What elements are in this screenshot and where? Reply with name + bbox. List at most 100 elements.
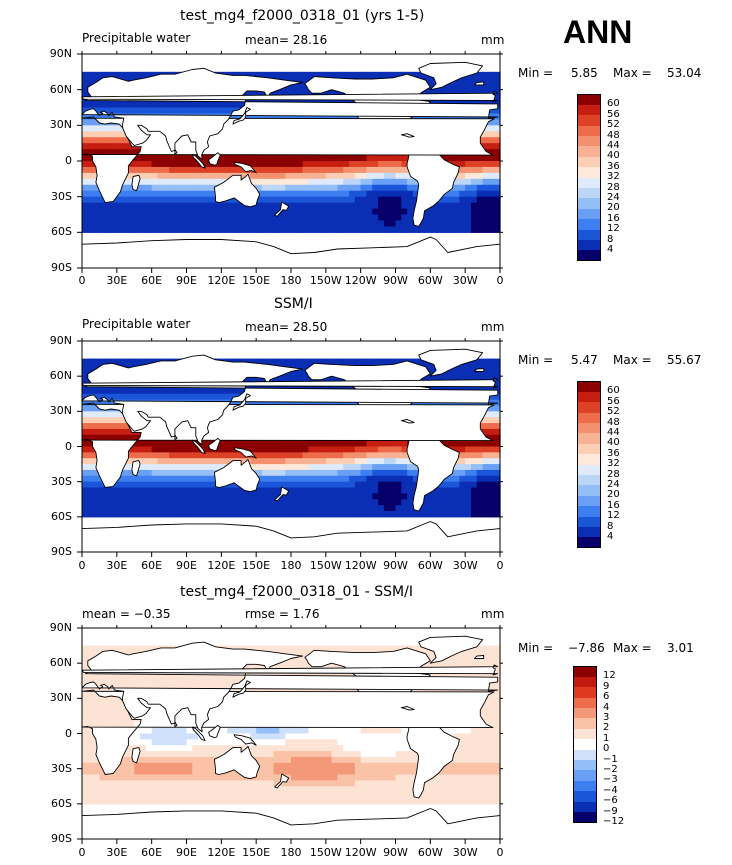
field-cell [488, 411, 495, 418]
field-cell [308, 226, 315, 233]
field-cell [82, 399, 89, 407]
field-cell [180, 202, 188, 210]
field-cell [302, 469, 310, 477]
field-cell [407, 481, 414, 489]
field-cell [198, 499, 205, 506]
field-cell [140, 475, 147, 483]
field-cell [122, 137, 130, 144]
field-cell [291, 510, 298, 518]
colorbar-swatch [577, 104, 601, 116]
field-cell [82, 704, 89, 711]
field-cell [378, 499, 385, 506]
field-cell [470, 89, 478, 97]
field-cell [494, 434, 501, 442]
greenland-landmass [418, 61, 484, 91]
field-cell [186, 481, 193, 489]
field-cell [488, 469, 495, 477]
field-cell [308, 399, 315, 407]
field-cell [453, 220, 460, 227]
field-cell [343, 71, 350, 79]
field-cell [395, 481, 402, 489]
field-cell [99, 143, 106, 150]
field-cell [209, 487, 217, 494]
field-cell [366, 178, 373, 186]
field-cell [378, 190, 385, 198]
field-cell [366, 358, 373, 366]
field-cell [163, 487, 170, 494]
field-cell [401, 196, 408, 204]
field-cell [453, 155, 460, 162]
field-cell [378, 487, 385, 494]
panel-1-variable-label: Precipitable water [82, 31, 191, 45]
field-cell [314, 475, 321, 483]
field-cell [418, 71, 426, 79]
field-cell [476, 226, 484, 233]
field-cell [366, 172, 373, 180]
field-cell [238, 220, 246, 227]
colorbar-swatch [577, 464, 601, 476]
field-cell [285, 226, 292, 233]
field-cell [383, 71, 391, 79]
field-cell [140, 184, 147, 192]
field-cell [320, 214, 327, 222]
field-cell [291, 83, 298, 91]
field-cell [482, 220, 489, 227]
field-cell [459, 155, 466, 162]
field-cell [325, 499, 333, 506]
field-cell [488, 475, 495, 483]
field-cell [99, 493, 106, 500]
lon-label: 120E [207, 559, 236, 572]
field-cell [116, 423, 124, 430]
field-cell [116, 493, 124, 500]
panel-2-mean-label: mean= 28.50 [245, 320, 328, 334]
field-cell [395, 155, 402, 162]
field-cell [192, 226, 199, 233]
field-cell [203, 184, 211, 192]
field-cell [482, 166, 489, 174]
colorbar-swatch [577, 187, 601, 199]
field-cell [302, 657, 310, 664]
field-cell [192, 387, 199, 395]
field-cell [151, 645, 159, 653]
field-cell [273, 214, 280, 222]
field-cell [116, 220, 124, 227]
field-cell [151, 505, 159, 512]
field-cell [134, 510, 141, 518]
field-cell [128, 214, 135, 222]
field-cell [366, 464, 373, 471]
colorbar-label: 60 [607, 385, 620, 397]
field-cell [134, 475, 141, 483]
field-cell [111, 107, 118, 115]
field-cell [99, 411, 106, 418]
field-cell [343, 399, 350, 407]
field-cell [145, 487, 153, 494]
field-cell [238, 101, 246, 109]
field-cell [122, 226, 130, 233]
field-cell [372, 499, 379, 506]
field-cell [261, 358, 269, 366]
field-cell [285, 214, 292, 222]
field-cell [174, 481, 182, 489]
field-cell [320, 510, 327, 518]
field-cell [453, 487, 460, 494]
field-cell [128, 196, 135, 204]
field-cell [186, 208, 193, 216]
field-cell [360, 208, 368, 216]
field-cell [256, 464, 263, 471]
field-cell [267, 446, 275, 453]
field-cell [203, 487, 211, 494]
field-cell [291, 226, 298, 233]
field-cell [424, 364, 431, 371]
field-cell [93, 149, 101, 156]
field-cell [174, 226, 182, 233]
field-cell [244, 499, 251, 506]
field-cell [291, 178, 298, 186]
field-cell [296, 376, 304, 383]
field-cell [273, 202, 280, 210]
field-cell [418, 220, 426, 227]
field-cell [494, 220, 501, 227]
field-cell [250, 155, 257, 162]
field-cell [180, 178, 188, 186]
field-cell [285, 399, 292, 407]
field-cell [134, 440, 141, 448]
